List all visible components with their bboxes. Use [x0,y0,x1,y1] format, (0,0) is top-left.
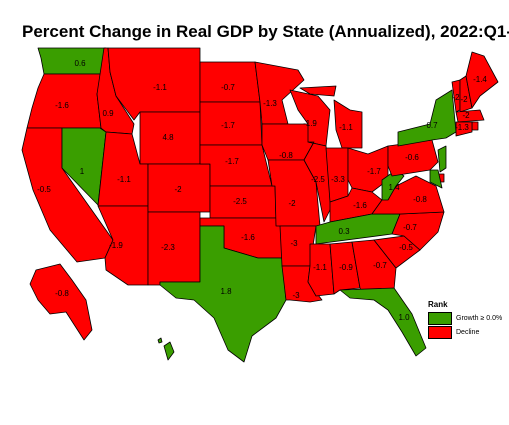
state-label-ne: -1.7 [225,157,239,166]
state-label-fl: 1.0 [398,313,410,322]
state-al [329,241,361,295]
state-label-ct: -1.3 [455,123,469,132]
legend-swatch-growth [428,312,452,325]
state-label-pa: -0.6 [405,153,419,162]
state-label-ms: -1.1 [313,263,327,272]
states-layer [21,47,499,363]
state-label-il: -2.5 [311,175,325,184]
state-label-mn: -1.3 [263,99,277,108]
state-label-nv: 1 [80,167,85,176]
legend-item-growth: Growth ≥ 0.0% [428,312,502,325]
state-oh [347,145,389,193]
legend-swatch-decline [428,326,452,339]
state-label-ca: -0.5 [37,185,51,194]
state-label-mt: -1.1 [153,83,167,92]
state-label-vt: -2 [452,93,460,102]
state-label-oh: -1.7 [367,167,381,176]
legend-title: Rank [428,300,448,309]
state-ny [397,89,457,147]
state-label-mi: -1.1 [339,123,353,132]
state-wa [37,47,107,75]
state-ct [455,121,473,137]
state-label-az: -1.9 [109,241,123,250]
state-tx [159,225,287,363]
state-label-nc: -0.7 [403,223,417,232]
state-label-mo: -2 [288,199,296,208]
state-label-ut: -1.1 [117,175,131,184]
state-label-ga: -0.7 [373,261,387,270]
state-label-or: -1.6 [55,101,69,110]
state-md [429,169,443,189]
state-mn [254,61,305,125]
state-label-al: -0.9 [339,263,353,272]
state-nj [437,145,447,173]
state-label-nm: -2.3 [161,243,175,252]
state-hi [157,337,175,361]
state-mt [107,47,201,121]
state-label-in: -3.3 [331,175,345,184]
state-ri [471,121,479,131]
legend-label-growth: Growth ≥ 0.0% [456,315,503,322]
legend-item-decline: Decline [428,326,502,339]
state-label-ar: -3 [290,239,298,248]
state-label-ok: -1.6 [241,233,255,242]
state-me [465,51,499,109]
state-label-wy: 4.8 [162,133,174,142]
state-label-nh: -2 [460,95,468,104]
state-label-co: -2 [174,185,182,194]
state-label-nd: -0.7 [221,83,235,92]
state-label-sc: -0.5 [399,243,413,252]
map-title: Percent Change in Real GDP by State (Ann… [22,22,509,41]
state-label-me: -1.4 [473,75,487,84]
legend-label-decline: Decline [456,329,480,336]
labels-layer: 0.6 -1.6 -0.5 1 0.9 -1.1 4.8 -1.1 -1.9 -2 -2.3 -0.7… [37,59,487,322]
state-nd [199,61,261,103]
state-label-ia: -0.8 [279,151,293,160]
state-label-sd: -1.7 [221,121,235,130]
state-label-id: 0.9 [102,109,114,118]
state-label-la: -3 [292,291,300,300]
state-label-tn: 0.3 [338,227,350,236]
state-mi [299,85,363,149]
state-label-wv: 1.4 [388,183,400,192]
state-fl [339,287,427,357]
state-label-tx: 1.8 [220,287,232,296]
state-label-ny: 0.7 [426,121,438,130]
state-label-ma: -2 [462,111,470,120]
legend: Rank Growth ≥ 0.0% Decline [428,300,502,340]
state-label-wi: -1.9 [303,119,317,128]
state-label-ky: -1.6 [353,201,367,210]
state-label-ks: -2.5 [233,197,247,206]
state-ma [455,109,485,123]
state-label-ak: -0.8 [55,289,69,298]
state-label-va: -0.8 [413,195,427,204]
state-label-wa: 0.6 [74,59,86,68]
state-va [371,175,445,215]
state-ak [29,263,93,341]
